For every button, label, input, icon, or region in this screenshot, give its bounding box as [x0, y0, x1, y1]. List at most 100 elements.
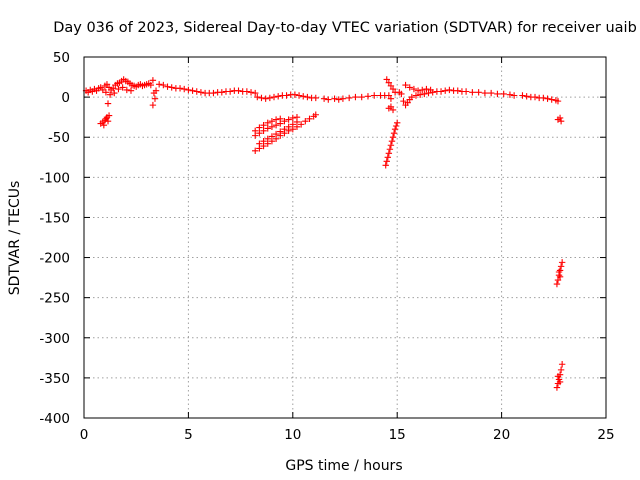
data-point	[281, 117, 288, 125]
data-point	[557, 117, 565, 125]
y-tick-label: -150	[39, 210, 70, 226]
data-point	[339, 95, 347, 102]
data-point	[394, 119, 401, 126]
data-point	[437, 88, 445, 95]
x-tick-label: 20	[493, 427, 510, 443]
data-point	[176, 85, 184, 92]
data-point	[389, 134, 397, 141]
data-point	[285, 116, 292, 123]
data-point	[285, 123, 292, 130]
data-point	[193, 88, 200, 95]
data-point	[111, 89, 118, 97]
data-point	[386, 146, 394, 153]
data-point	[289, 114, 296, 122]
data-point	[297, 121, 305, 128]
data-point	[387, 142, 395, 149]
data-point	[252, 127, 259, 135]
data-point	[252, 89, 259, 97]
data-point	[548, 96, 555, 103]
data-point	[270, 93, 278, 101]
data-point	[283, 92, 290, 99]
data-point	[264, 135, 271, 143]
data-point	[335, 96, 342, 103]
data-point	[104, 117, 112, 125]
data-point	[256, 124, 263, 131]
x-tick-label: 25	[597, 427, 614, 443]
data-point	[247, 89, 255, 96]
data-point	[185, 86, 192, 94]
data-point	[277, 115, 284, 122]
data-point	[387, 95, 395, 102]
data-point	[557, 366, 565, 374]
data-point	[123, 86, 131, 94]
data-point	[391, 126, 399, 133]
data-point	[421, 90, 428, 98]
grid-lines	[84, 57, 606, 418]
x-tick-label: 15	[389, 427, 406, 443]
data-point	[544, 95, 551, 102]
data-point	[103, 81, 111, 88]
data-point	[506, 91, 514, 98]
y-tick-label: -250	[39, 291, 70, 307]
data-point	[427, 86, 434, 94]
data-point	[385, 92, 393, 99]
data-point	[556, 114, 564, 122]
data-point	[384, 154, 392, 161]
data-point	[306, 115, 313, 122]
y-tick-label: -50	[48, 130, 70, 146]
data-point	[558, 259, 566, 266]
data-point	[266, 94, 274, 102]
data-point	[272, 121, 280, 129]
data-point	[252, 147, 259, 155]
data-point	[226, 88, 234, 95]
data-point	[385, 150, 393, 157]
y-axis-label: SDTVAR / TECUs	[7, 181, 23, 296]
data-point	[371, 92, 378, 99]
data-point	[558, 361, 566, 368]
data-point	[519, 92, 526, 99]
data-point	[540, 94, 547, 102]
data-point	[160, 81, 167, 89]
data-point	[147, 81, 155, 89]
data-point	[105, 112, 113, 119]
data-point	[293, 118, 301, 126]
data-point	[260, 121, 267, 129]
data-point	[382, 162, 389, 169]
y-tick-label: 50	[53, 50, 70, 66]
data-points	[82, 76, 566, 391]
data-point	[398, 90, 405, 98]
y-tick-label: -400	[39, 411, 70, 427]
data-point	[402, 81, 409, 89]
data-point	[423, 85, 430, 93]
data-point	[254, 93, 261, 101]
data-point	[320, 95, 328, 102]
data-point	[557, 263, 565, 270]
data-point	[260, 127, 267, 135]
data-point	[388, 138, 396, 145]
data-point	[555, 268, 563, 276]
data-point	[406, 84, 413, 91]
data-point	[302, 117, 309, 125]
x-tick-label: 10	[284, 427, 301, 443]
y-tick-label: -200	[39, 251, 70, 267]
x-tick-label: 0	[80, 427, 89, 443]
data-point	[410, 85, 418, 93]
data-point	[383, 158, 390, 165]
data-point	[210, 89, 217, 97]
data-point	[469, 89, 476, 96]
data-point	[510, 92, 518, 99]
data-point	[523, 93, 530, 100]
data-point	[385, 79, 393, 86]
data-point	[462, 88, 470, 95]
data-point	[554, 276, 562, 284]
data-point	[494, 90, 501, 98]
data-point	[189, 87, 196, 94]
data-point	[274, 93, 282, 100]
axis-ticks	[83, 56, 607, 419]
data-point	[168, 84, 175, 91]
data-point	[408, 93, 416, 101]
data-point	[164, 83, 171, 90]
data-point	[262, 95, 269, 102]
data-point	[291, 91, 299, 98]
